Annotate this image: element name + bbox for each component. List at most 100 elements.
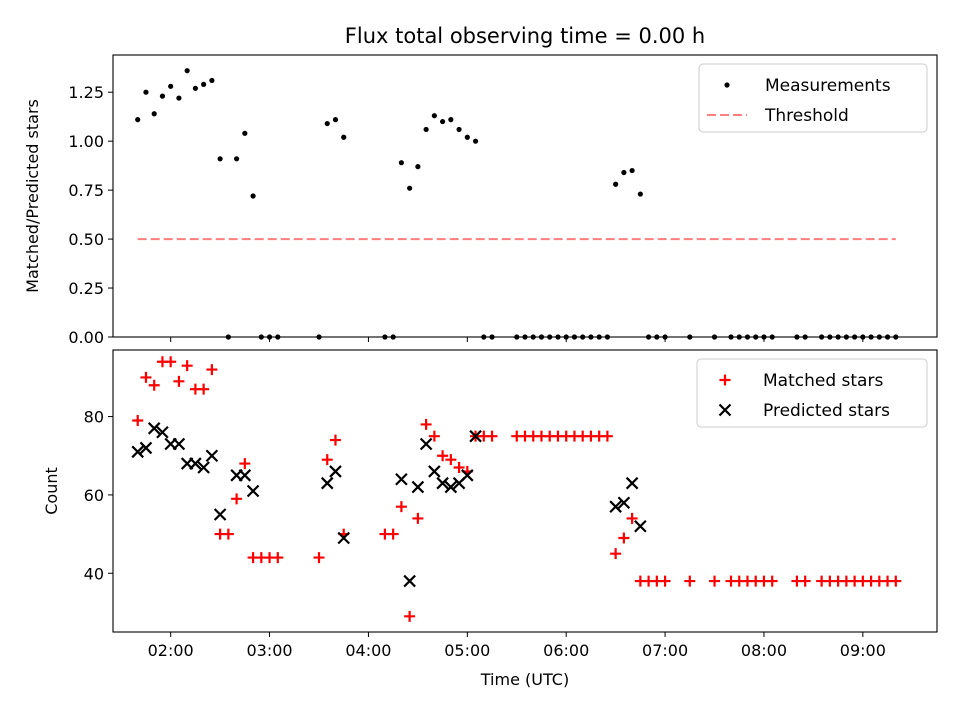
x-tick-label: 08:00 — [741, 641, 787, 660]
data-point — [766, 575, 778, 587]
data-point — [132, 415, 144, 426]
data-point — [456, 126, 462, 133]
data-point — [222, 528, 234, 540]
data-point — [626, 512, 638, 524]
legend-key — [718, 403, 732, 417]
data-point — [431, 113, 437, 119]
data-point — [217, 156, 223, 162]
y-tick-label: 80 — [84, 408, 104, 427]
x-tick-label: 04:00 — [345, 641, 391, 660]
data-point — [168, 83, 174, 89]
data-point — [140, 371, 152, 383]
data-point — [231, 493, 243, 505]
data-point — [395, 472, 408, 486]
series-predicted-stars — [131, 422, 647, 588]
data-point — [444, 480, 458, 494]
data-point — [313, 552, 325, 564]
data-point — [176, 95, 182, 101]
data-point — [437, 450, 449, 462]
data-point — [341, 134, 347, 140]
data-point — [239, 458, 251, 470]
data-point — [139, 441, 153, 455]
series-matched-stars — [132, 356, 902, 622]
legend: Measurements Threshold — [698, 63, 928, 133]
data-point — [618, 532, 630, 544]
data-point — [151, 111, 157, 117]
data-point — [609, 500, 622, 513]
data-point — [173, 375, 185, 387]
x-tick-label: 03:00 — [247, 641, 293, 660]
x-axis-label: Time (UTC) — [480, 670, 569, 689]
data-point — [329, 434, 341, 446]
data-point — [131, 445, 144, 459]
data-point — [445, 454, 457, 466]
data-point — [610, 548, 622, 560]
legend-key — [719, 374, 731, 386]
data-point — [659, 575, 671, 587]
y-tick-label: 0.50 — [68, 230, 104, 249]
legend-key — [724, 82, 730, 88]
data-point — [321, 454, 333, 466]
data-point — [428, 430, 440, 442]
data-point — [242, 130, 248, 136]
data-point — [147, 422, 161, 435]
legend: Matched stars Predicted stars — [696, 358, 928, 428]
y-tick-label: 1.00 — [68, 132, 104, 151]
data-point — [890, 575, 902, 587]
data-point — [238, 469, 252, 482]
legend-box — [698, 63, 928, 133]
data-point — [634, 519, 647, 533]
data-point — [395, 501, 407, 513]
data-point — [428, 465, 441, 478]
data-point — [625, 476, 639, 490]
data-point — [197, 461, 210, 474]
legend-label: Matched stars — [763, 371, 883, 391]
data-point — [205, 449, 219, 463]
legend-label: Predicted stars — [763, 401, 890, 421]
data-point — [234, 156, 240, 162]
data-point — [629, 167, 635, 174]
data-point — [464, 134, 470, 140]
data-point — [404, 610, 416, 622]
data-point — [387, 528, 399, 540]
legend-label: Measurements — [765, 76, 891, 96]
data-point — [469, 429, 482, 443]
data-point — [206, 364, 218, 376]
data-point — [415, 164, 421, 170]
data-point — [398, 160, 404, 166]
data-point — [250, 193, 256, 199]
data-point — [403, 574, 416, 588]
data-point — [332, 117, 339, 123]
y-tick-label: 0.75 — [68, 181, 104, 200]
data-point — [440, 118, 446, 125]
data-point — [324, 120, 330, 127]
data-point — [272, 552, 284, 564]
data-point — [436, 476, 449, 490]
data-point — [156, 425, 169, 439]
bottom-plot: 40 60 80 02:00 03:00 04:00 05:00 06:00 07:00 08:0… — [42, 349, 938, 689]
data-point — [148, 379, 160, 391]
data-point — [189, 457, 202, 470]
data-point — [601, 430, 613, 442]
y-tick-label: 60 — [84, 486, 104, 505]
data-point — [192, 85, 198, 91]
data-point — [329, 465, 342, 478]
plot-frame — [112, 349, 938, 633]
data-point — [213, 508, 227, 521]
legend-box — [696, 358, 928, 428]
data-point — [209, 77, 215, 84]
data-point — [420, 418, 432, 430]
x-tick-label: 06:00 — [543, 641, 589, 660]
data-point — [423, 126, 429, 133]
x-tick-label: 05:00 — [444, 641, 490, 660]
data-point — [799, 575, 811, 587]
data-point — [159, 93, 166, 99]
data-point — [198, 383, 210, 395]
data-point — [184, 68, 190, 74]
data-point — [709, 575, 721, 587]
data-point — [201, 81, 207, 87]
data-point — [407, 185, 413, 191]
y-axis-label: Matched/Predicted stars — [23, 99, 42, 293]
data-point — [617, 496, 631, 510]
